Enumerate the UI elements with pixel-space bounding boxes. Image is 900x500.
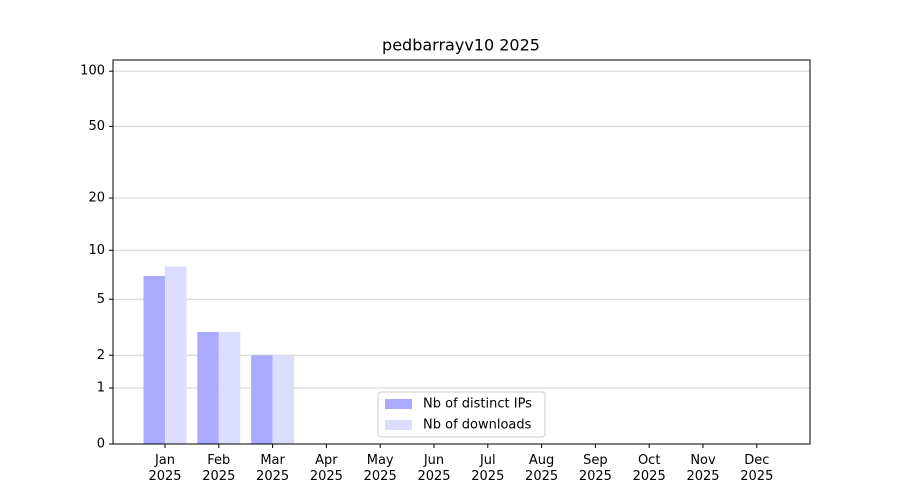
x-tick-label: Feb 2025 <box>202 453 236 484</box>
x-tick-label: Apr 2025 <box>309 453 343 484</box>
bar <box>165 266 187 444</box>
y-tick-label: 1 <box>97 381 105 396</box>
y-tick-label: 2 <box>97 348 105 363</box>
x-tick-label: Sep 2025 <box>578 453 612 484</box>
legend-box <box>377 391 546 438</box>
plot-frame <box>112 59 811 445</box>
legend-label: Nb of downloads <box>423 418 532 433</box>
bar <box>272 355 295 444</box>
y-tick-label: 0 <box>97 437 105 452</box>
legend-swatch <box>385 420 412 430</box>
y-tick-label: 50 <box>88 119 105 134</box>
y-tick-label: 10 <box>88 243 105 258</box>
bar <box>251 355 273 444</box>
bar <box>143 276 165 444</box>
bar <box>197 332 219 444</box>
chart-title: pedbarrayv10 2025 <box>382 36 540 55</box>
x-tick-label: Mar 2025 <box>256 453 290 484</box>
x-tick-label: Oct 2025 <box>632 453 666 484</box>
x-tick-label: Nov 2025 <box>686 453 720 484</box>
x-tick-label: Jan 2025 <box>148 453 182 484</box>
legend-swatch <box>385 399 412 409</box>
y-tick-label: 100 <box>80 64 105 79</box>
x-tick-label: Dec 2025 <box>740 453 774 484</box>
bar <box>218 332 241 444</box>
x-tick-label: Jul 2025 <box>471 453 505 484</box>
y-tick-label: 5 <box>97 292 105 307</box>
legend-label: Nb of distinct IPs <box>423 397 532 412</box>
x-tick-label: Jun 2025 <box>417 453 451 484</box>
x-tick-label: May 2025 <box>363 453 397 484</box>
y-tick-label: 20 <box>88 191 105 206</box>
x-tick-label: Aug 2025 <box>525 453 559 484</box>
